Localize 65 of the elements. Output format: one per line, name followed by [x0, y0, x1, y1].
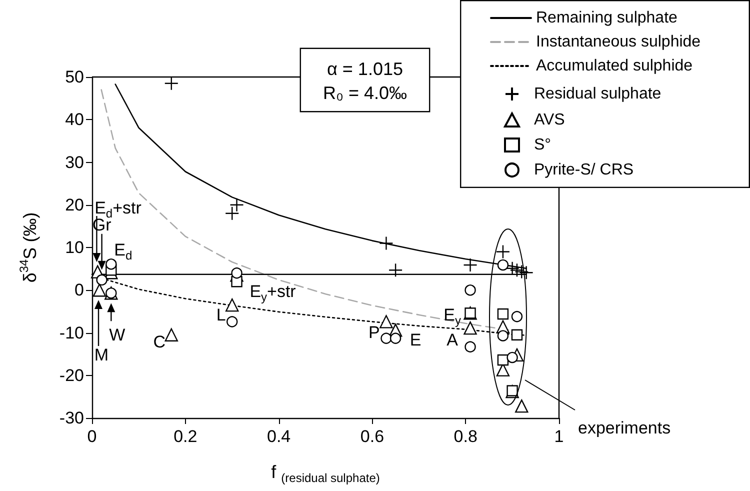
y-axis-title: δ34S (‰): [17, 212, 40, 283]
annotation: M: [94, 346, 109, 364]
x-tick-label: 0.8: [454, 427, 478, 446]
point: [225, 206, 240, 220]
legend-label: AVS: [534, 112, 565, 128]
y-tick-label: 0: [74, 280, 84, 300]
annotation: L: [216, 306, 226, 325]
y-tick-label: 20: [65, 195, 84, 214]
text: experiments: [578, 418, 671, 438]
legend-label: Residual sulphate: [534, 86, 662, 102]
point: [226, 298, 239, 312]
legend-label: Accumulated sulphide: [536, 58, 693, 74]
point: [510, 262, 524, 278]
point: [515, 399, 528, 413]
point: [505, 261, 520, 276]
legend-label: Pyrite-S/ CRS: [534, 162, 634, 178]
point: [390, 332, 402, 344]
point: [464, 308, 476, 319]
point: [164, 76, 178, 90]
y-tick-label: 30: [65, 152, 84, 172]
x-tick-label: 0.4: [266, 427, 291, 446]
y-tick-label: -20: [59, 366, 84, 385]
y-tick-label: 10: [65, 238, 84, 257]
x-tick-label: 1: [554, 427, 564, 446]
annotation: C: [153, 332, 166, 352]
annotation: A: [446, 330, 459, 350]
legend-label: Instantaneous sulphide: [536, 34, 701, 50]
point: [511, 310, 523, 322]
point: [464, 284, 476, 296]
point: [506, 352, 518, 364]
point: [464, 321, 477, 335]
annotation: α = 1.015 R₀ = 4.0‰: [322, 59, 408, 103]
x-tick-label: 0: [87, 427, 97, 446]
x-axis-title: f (residual sulphate): [271, 462, 380, 485]
point: [497, 330, 509, 342]
point: [106, 258, 117, 270]
point: [226, 316, 238, 328]
point: [164, 328, 178, 342]
point: [230, 198, 244, 212]
y-tick-label: -10: [59, 323, 84, 342]
point: [497, 259, 509, 271]
point: [514, 264, 529, 279]
point: [464, 341, 476, 352]
point: [92, 284, 106, 297]
x-tick-label: 0.6: [360, 427, 384, 446]
point: [519, 266, 534, 280]
point: [463, 258, 478, 272]
point: [96, 274, 108, 286]
annotation: E: [410, 330, 422, 350]
legend-label: S°: [534, 136, 552, 154]
point: [497, 354, 509, 366]
point: [511, 329, 523, 340]
y-tick-label: 50: [65, 68, 84, 86]
y-tick-label: 40: [65, 110, 84, 130]
y-tick-label: -30: [59, 408, 84, 428]
point: [380, 315, 393, 328]
point: [231, 267, 242, 279]
legend-label: Remaining sulphate: [536, 10, 678, 26]
point: [379, 236, 394, 250]
point: [497, 308, 509, 320]
annotation: W: [109, 326, 126, 345]
point: [388, 262, 403, 278]
point: [496, 244, 510, 259]
x-tick-label: 0.2: [174, 427, 198, 446]
annotation: P: [368, 323, 380, 342]
